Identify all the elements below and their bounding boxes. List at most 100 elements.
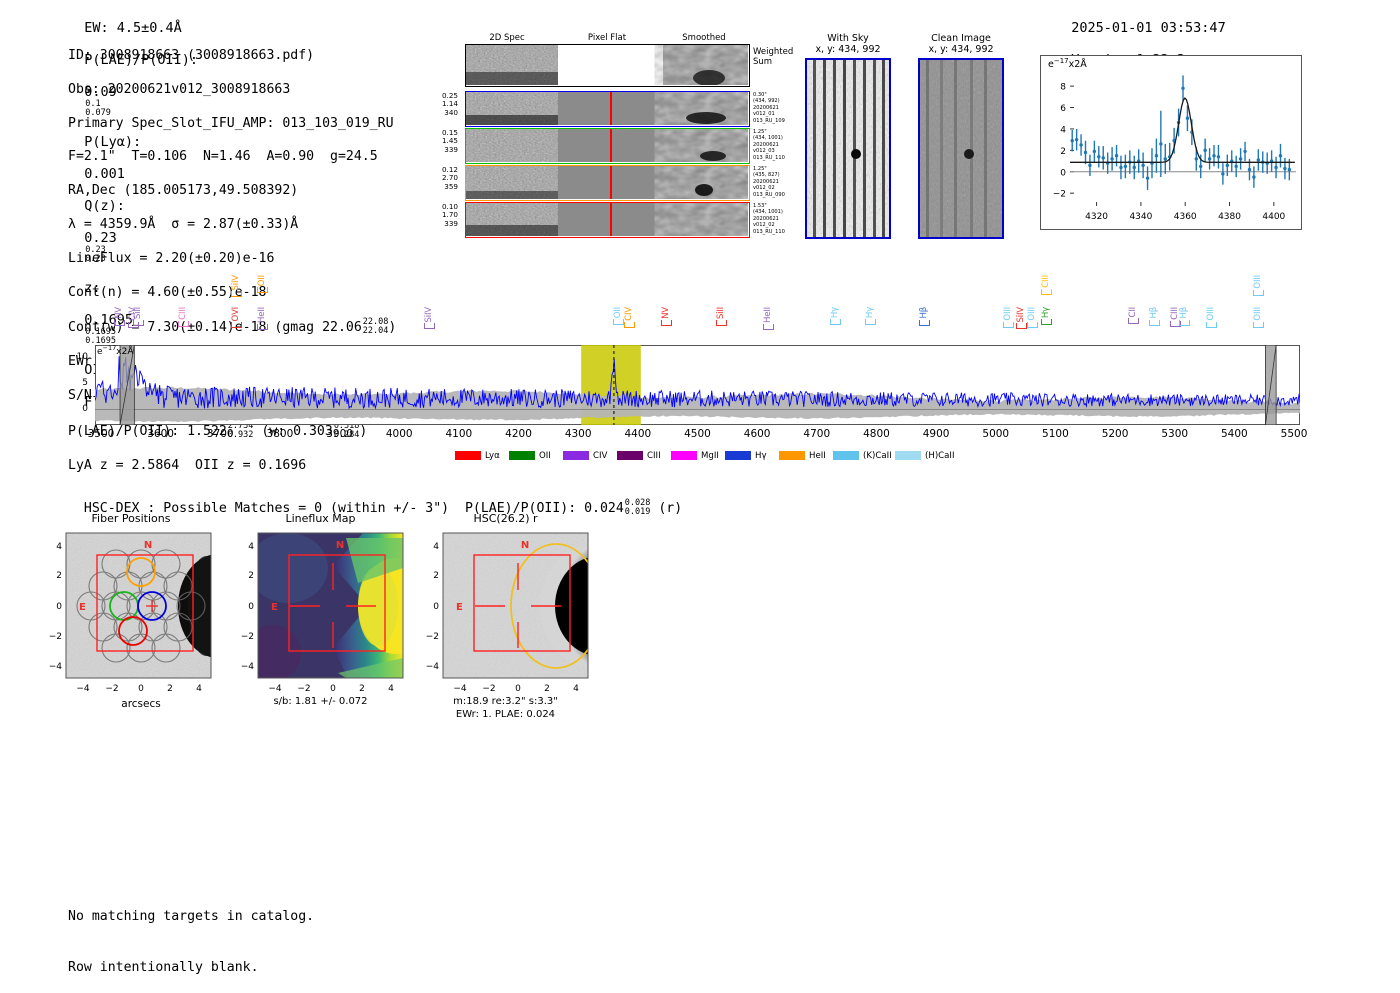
hsc-dex-filter: (r) [658,500,683,516]
line-marker-label: Hγ [1041,307,1052,319]
spectrum-ytick: 10 [76,351,88,362]
fiber-row-4[interactable] [465,202,750,238]
line-marker-bracket [919,319,931,326]
hsc-dex-summary: HSC-DEX : Possible Matches = 0 (within +… [68,484,682,517]
full-spectrum-svg [94,344,1301,426]
line-marker: OII [257,275,269,294]
info-lineflux: LineFlux = 2.20(±0.20)e-16 [68,250,275,266]
svg-text:−2: −2 [297,684,310,694]
header-z-label: z: [84,279,101,296]
line-marker-bracket [1148,319,1160,326]
full-spectrum-plot[interactable]: e−17x2Å [94,344,1301,426]
svg-text:2: 2 [167,684,173,694]
line-marker-bracket [623,321,635,328]
line-marker: CIII [177,307,189,327]
line-marker: OII [612,307,624,326]
legend-item: CIV [563,445,607,464]
weighted-sum-label: Weighted Sum [753,47,794,67]
fiber-row-1[interactable] [465,91,750,127]
line-marker: HeII [257,307,269,331]
info-id: ID: 3008918663 (3008918663.pdf) [68,47,315,63]
legend-item: (K)CaII [833,445,892,464]
spectrum-xtick: 3500 [87,428,115,440]
svg-text:−2: −2 [49,632,62,642]
header-plae-label: P(LAE)/P(OII): [84,52,199,68]
clean-image-data [920,60,1002,237]
hsc-dex-text: HSC-DEX : Possible Matches = 0 (within +… [83,500,624,516]
line-marker: CIII [1169,307,1181,327]
legend-item: CIII [617,445,661,464]
lineflux-map-sb: s/b: 1.81 +/- 0.072 [273,696,368,707]
svg-text:4380: 4380 [1218,212,1241,222]
fiber-positions-panel[interactable]: Fiber Positions [36,512,226,712]
svg-text:4340: 4340 [1129,212,1152,222]
line-marker: Hγ [865,307,877,326]
line-marker-label: HeII [762,307,773,324]
info-cont-n: Cont(n) = 4.60(±0.55)e-18 [68,284,267,300]
fiber-row-4-right-labels: 1.53" (434, 1001) 20200621 v012_02 013_R… [753,203,785,235]
line-marker-bracket [762,324,774,331]
line-marker-bracket [113,319,125,326]
svg-text:4: 4 [196,684,202,694]
lineflux-map-panel[interactable]: Lineflux Map N E [228,512,413,712]
with-sky-coords: x, y: 434, 992 [815,44,881,55]
line-marker-label: OIII [1253,307,1264,321]
header-qz-label: Q(z): [84,197,125,214]
svg-text:E: E [79,602,86,613]
svg-text:0: 0 [248,602,254,612]
svg-text:−4: −4 [49,662,63,672]
line-marker-bracket [1253,289,1265,296]
svg-text:N: N [336,540,344,551]
line-marker: HeII [762,307,774,331]
line-marker: SiII [716,307,728,327]
hsc-r-panel[interactable]: HSC(26.2) r N E 4 2 0 −2 [413,512,598,727]
legend-item: Hγ [725,445,767,464]
line-marker-label: OII [257,275,268,287]
clean-image-cutout[interactable]: Clean Image x, y: 434, 992 [918,33,1004,239]
fiber-row-3[interactable] [465,165,750,201]
svg-text:4320: 4320 [1085,212,1108,222]
line-marker-bracket [231,291,243,298]
hsc-r-morphology: m:18.9 re:3.2" s:3.3" [453,696,558,707]
line-marker-bracket [1026,321,1038,328]
legend-swatch [509,451,535,460]
fiber-row-2[interactable] [465,128,750,164]
line-marker-label: CII [1127,307,1138,318]
spectrum-xtick: 3800 [266,428,294,440]
spectrum-xtick: 5500 [1280,428,1308,440]
with-sky-cutout[interactable]: With Sky x, y: 434, 992 [805,33,891,239]
header-datetime: 2025-01-01 03:53:47 [1071,20,1226,36]
line-marker-bracket [1205,321,1217,328]
line-marker-bracket [865,319,877,326]
svg-text:4: 4 [56,542,62,552]
hsc-r-title: HSC(26.2) r [473,512,538,525]
line-marker-bracket [1169,320,1181,327]
svg-text:−2: −2 [426,632,439,642]
line-marker-bracket [424,323,436,330]
hsc-r-image: N E 4 2 0 −2 −4 −4 −2 0 2 4 [426,532,589,694]
svg-text:0: 0 [515,684,521,694]
hsc-r-ewr-plae: EWr: 1. PLAE: 0.024 [455,709,556,720]
svg-text:−2: −2 [1053,190,1066,200]
svg-text:−4: −4 [453,684,467,694]
emission-line-zoom-plot[interactable]: −2 0 2 4 6 8 4320 4340 4360 4380 4400 e−17x2Å [1040,55,1302,230]
svg-text:−4: −4 [76,684,90,694]
line-marker: NV [660,307,672,326]
fiber-row-4-left-labels: 0.10 1.70 339 [441,202,458,228]
line-marker-bracket [177,320,189,327]
legend-label: HeII [809,450,826,461]
svg-text:0: 0 [330,684,336,694]
fiber-row-2-right-labels: 1.25" (434, 1001) 20200621 v012_03 013_R… [753,129,785,161]
line-marker: Hγ [829,307,841,326]
info-redshifts: LyA z = 2.5864 OII z = 0.1696 [68,457,307,473]
spectrum-xtick: 4000 [385,428,413,440]
svg-text:0: 0 [138,684,144,694]
line-marker-label: OIII [1002,307,1013,321]
spectrum-xtick: 5300 [1161,428,1189,440]
header-qz-bounds: 0.23 0.23 [85,244,106,264]
lineflux-map-image: N E 4 2 0 −2 −4 −4 −2 0 2 4 [241,532,404,694]
line-marker: SiII [132,307,144,327]
fiber-rows: 0.25 1.14 340 0.30" (434, 992) 20200621 … [442,91,793,239]
line-marker: NV [113,307,125,326]
line-marker-label: OIII [1026,307,1037,321]
